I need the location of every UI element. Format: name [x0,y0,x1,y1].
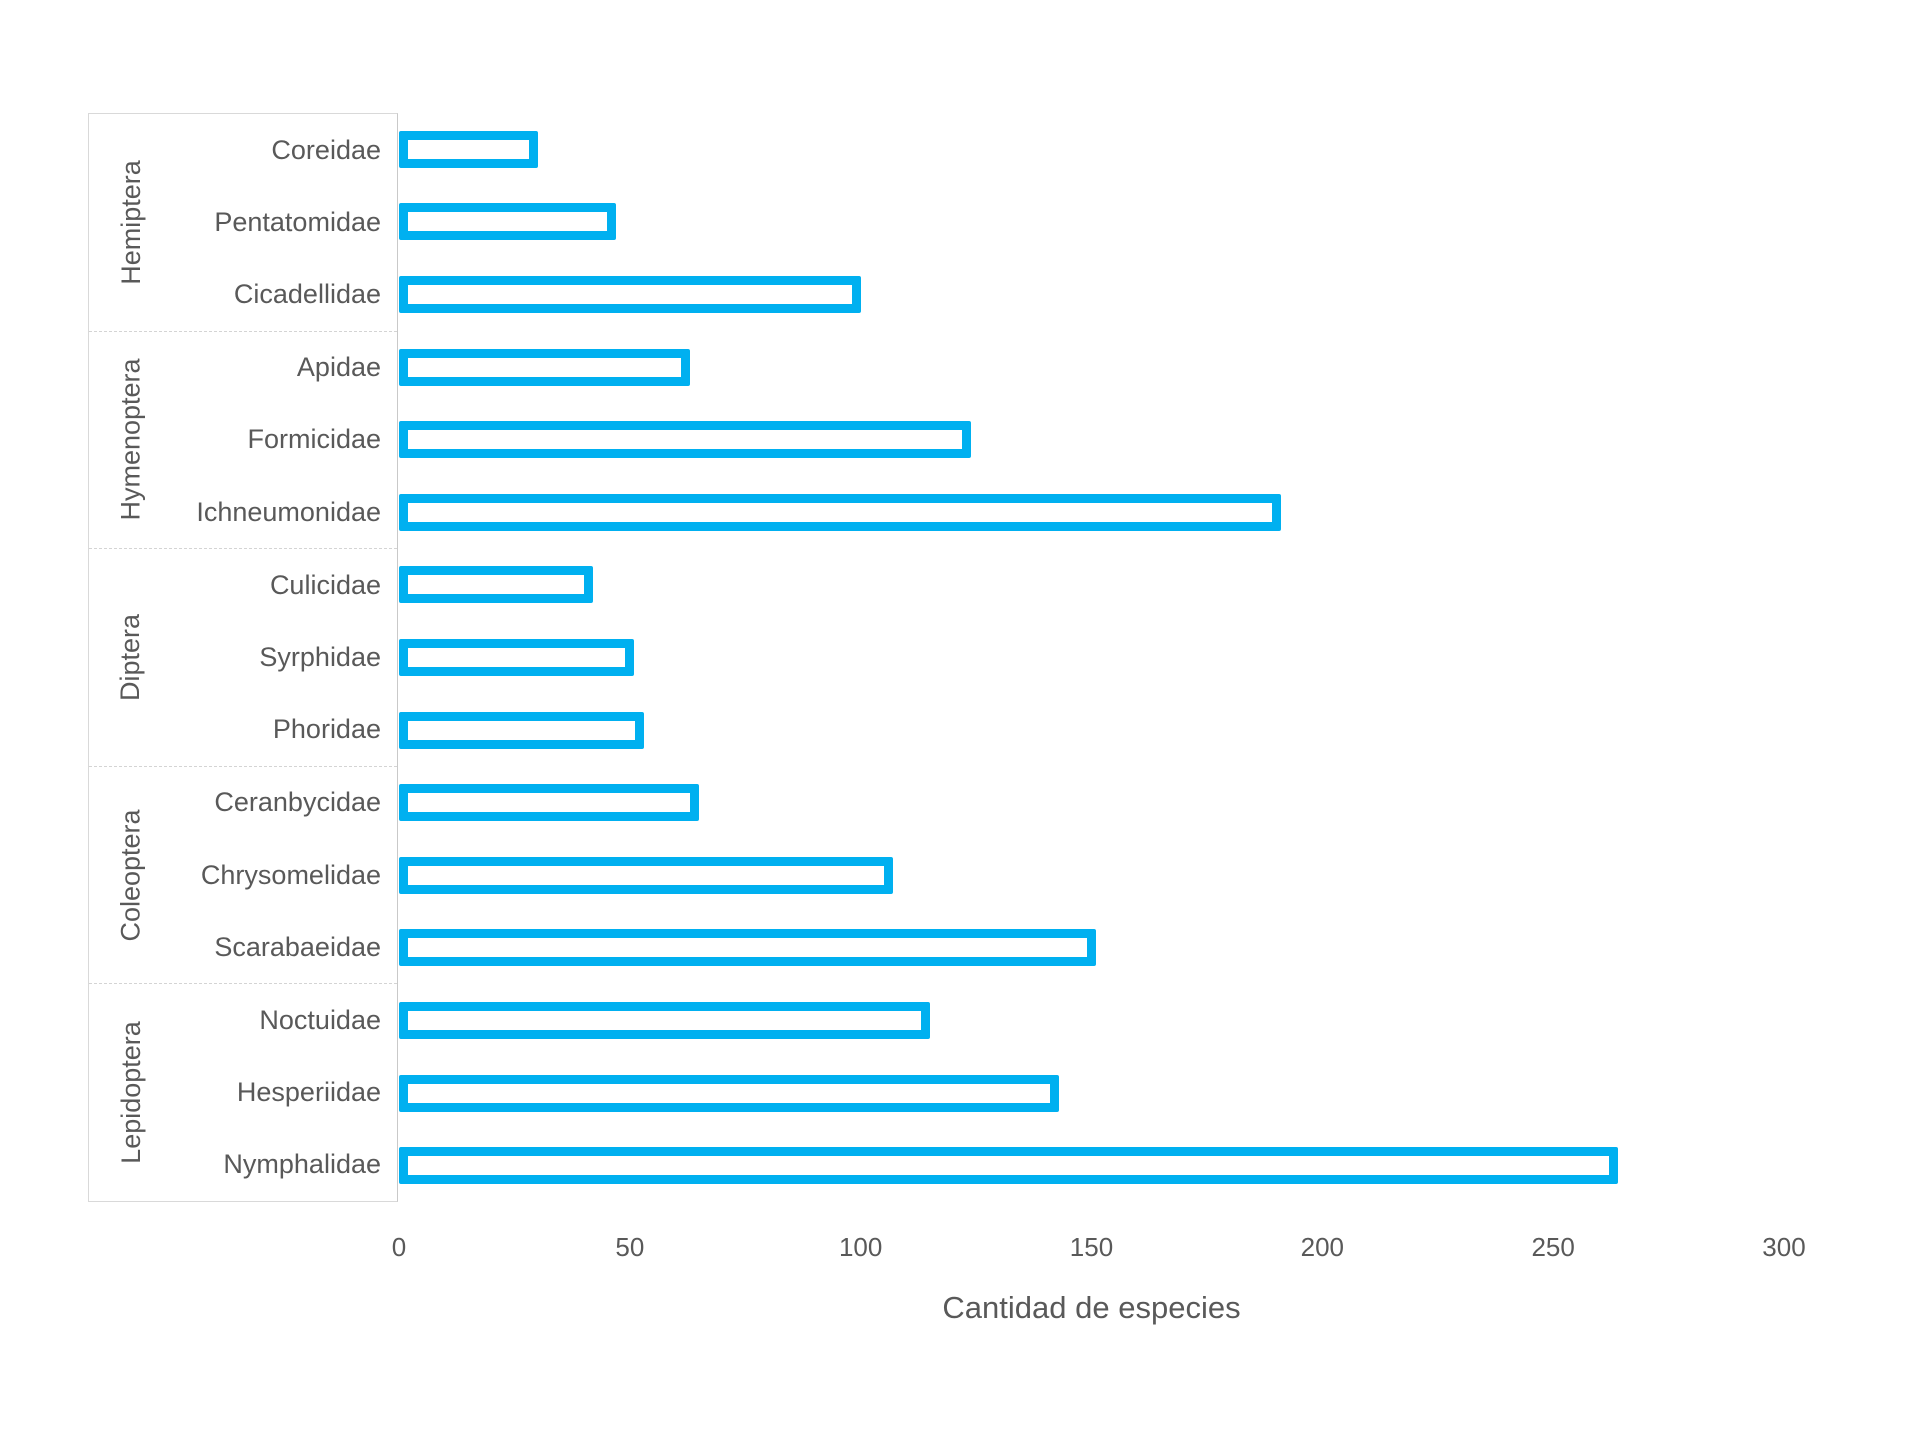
bar-cicadellidae [399,275,861,313]
x-tick-label: 150 [1069,1232,1114,1262]
bar-syrphidae [399,638,635,676]
family-label: Hesperiidae [236,1077,381,1108]
bar-row [399,549,1839,622]
bar-noctuidae [399,1001,930,1039]
group-label: Hemiptera [115,160,146,285]
bar-coreidae [399,130,538,168]
family-label-column: Culicidae Syrphidae Phoridae [173,549,397,766]
bar-row [399,621,1839,694]
bar-row [399,113,1839,186]
group-block-hymenoptera: Hymenoptera Apidae Formicidae Ichneumonidae [89,330,397,549]
group-block-hemiptera: Hemiptera Coreidae Pentatomidae Cicadellida… [89,114,397,331]
group-block-coleoptera: Coleoptera Ceranbycidae Chrysomelidae Scara… [89,765,397,984]
family-label: Scarabaeidae [214,931,381,962]
family-label: Nymphalidae [223,1149,381,1180]
bar-row [399,403,1839,476]
family-label: Coreidae [271,134,381,165]
bar-row [399,694,1839,767]
group-label-cell: Lepidoptera [89,984,173,1201]
group-label-cell: Coleoptera [89,767,173,984]
family-label: Ceranbycidae [214,787,381,818]
bar-row [399,1057,1839,1130]
bar-row [399,912,1839,985]
bar-phoridae [399,711,644,749]
bar-apidae [399,348,690,386]
category-axis-panel: Hemiptera Coreidae Pentatomidae Cicadellida… [88,113,398,1202]
x-tick-label: 50 [615,1232,645,1262]
bar-ichneumonidae [399,493,1281,531]
family-label: Noctuidae [259,1004,381,1035]
family-label-column: Ceranbycidae Chrysomelidae Scarabaeidae [173,767,397,984]
group-label: Lepidoptera [115,1021,146,1164]
family-label: Chrysomelidae [200,859,381,890]
x-tick-label: 300 [1762,1232,1806,1262]
group-label-cell: Hymenoptera [89,332,173,549]
x-tick-label: 250 [1531,1232,1575,1262]
x-axis-title: Cantidad de especies [942,1290,1241,1325]
family-label: Formicidae [247,424,381,455]
group-label: Coleoptera [115,809,146,942]
bar-row [399,258,1839,331]
family-label: Cicadellidae [233,279,381,309]
group-label: Hymenoptera [115,358,146,521]
x-tick-label: 200 [1300,1232,1345,1262]
x-tick-label: 0 [391,1232,407,1262]
bar-row [399,186,1839,259]
bar-row [399,984,1839,1057]
bar-nymphalidae [399,1147,1618,1185]
bar-pentatomidae [399,203,616,241]
bar-ceranbycidae [399,784,700,822]
bar-row [399,766,1839,839]
bar-formicidae [399,421,972,459]
family-label: Ichneumonidae [196,496,381,527]
bar-culicidae [399,566,593,604]
bar-hesperiidae [399,1074,1060,1112]
family-label: Apidae [296,352,381,383]
family-label: Syrphidae [259,641,381,672]
family-label: Phoridae [272,714,381,745]
bar-chrysomelidae [399,856,893,894]
family-label-column: Coreidae Pentatomidae Cicadellidae [173,114,397,331]
bar-row [399,476,1839,549]
group-block-lepidoptera: Lepidoptera Noctuidae Hesperiidae Nymphalid… [89,983,397,1201]
bar-row [399,839,1839,912]
group-block-diptera: Diptera Culicidae Syrphidae Phoridae [89,548,397,766]
family-label-column: Apidae Formicidae Ichneumonidae [173,332,397,549]
family-label: Culicidae [269,569,381,600]
bar-row [399,1129,1839,1202]
group-label: Diptera [115,613,146,702]
family-label-column: Noctuidae Hesperiidae Nymphalidae [173,984,397,1201]
plot-area [399,113,1839,1202]
x-tick-label: 100 [838,1232,883,1262]
bar-scarabaeidae [399,929,1097,967]
family-label: Pentatomidae [214,206,381,237]
group-label-cell: Diptera [89,549,173,766]
x-axis: 0 50 100 150 200 250 300 [392,1232,1839,1272]
group-label-cell: Hemiptera [89,114,173,331]
bar-row [399,331,1839,404]
